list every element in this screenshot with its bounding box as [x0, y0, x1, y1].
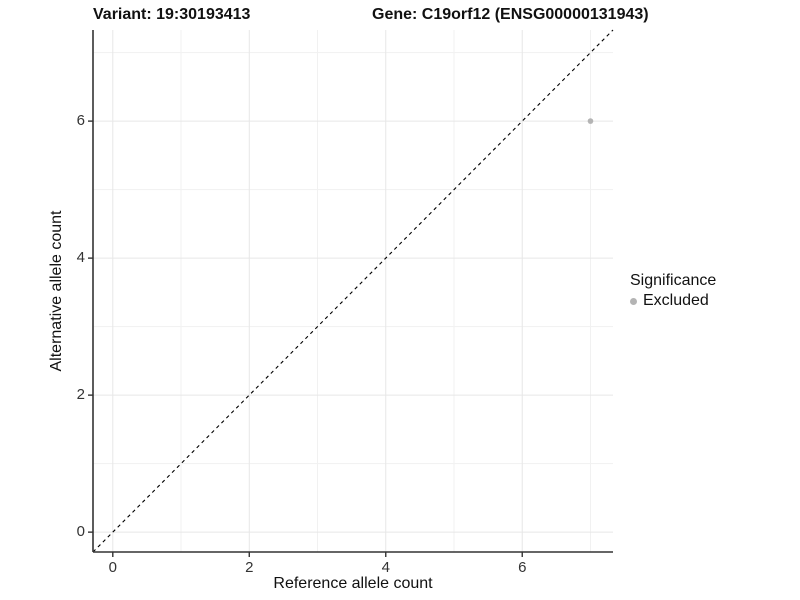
scatter-plot-svg — [88, 29, 614, 557]
y-axis-title: Alternative allele count — [48, 210, 65, 372]
x-tick-label: 4 — [381, 559, 390, 576]
legend: Significance Excluded — [630, 272, 716, 310]
plot-panel: 0 2 4 6 0 2 4 6 Reference allele count Alternat… — [48, 29, 614, 592]
x-tick-label: 0 — [108, 559, 117, 576]
x-tick-label: 6 — [518, 559, 527, 576]
y-tick-label: 2 — [76, 386, 85, 404]
y-tick-label: 0 — [76, 523, 85, 541]
excluded-point-icon — [630, 297, 637, 305]
x-axis-title: Reference allele count — [273, 575, 433, 592]
legend-title: Significance — [630, 272, 717, 289]
y-tick-label: 4 — [76, 249, 85, 267]
x-tick-label: 2 — [245, 559, 254, 576]
gene-title: Gene: C19orf12 (ENSG00000131943) — [372, 6, 649, 23]
y-tick-label: 6 — [76, 112, 85, 130]
variant-title: Variant: 19:30193413 — [93, 6, 251, 23]
identity-dashed-line — [92, 29, 614, 553]
legend-item-label: Excluded — [643, 292, 709, 309]
legend-item-excluded: Excluded — [630, 292, 716, 310]
data-point — [587, 118, 594, 124]
